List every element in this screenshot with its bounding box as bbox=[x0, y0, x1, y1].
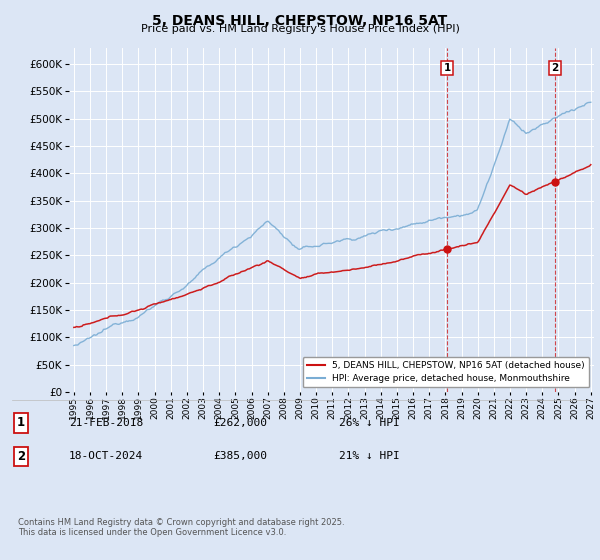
Text: £385,000: £385,000 bbox=[213, 451, 267, 461]
Text: Contains HM Land Registry data © Crown copyright and database right 2025.
This d: Contains HM Land Registry data © Crown c… bbox=[18, 518, 344, 538]
Text: 21-FEB-2018: 21-FEB-2018 bbox=[69, 418, 143, 428]
Text: 1: 1 bbox=[443, 63, 451, 73]
Text: Price paid vs. HM Land Registry's House Price Index (HPI): Price paid vs. HM Land Registry's House … bbox=[140, 24, 460, 34]
Text: 21% ↓ HPI: 21% ↓ HPI bbox=[339, 451, 400, 461]
Text: 26% ↓ HPI: 26% ↓ HPI bbox=[339, 418, 400, 428]
Text: 2: 2 bbox=[551, 63, 559, 73]
Text: £262,000: £262,000 bbox=[213, 418, 267, 428]
Text: 1: 1 bbox=[17, 416, 25, 430]
Legend: 5, DEANS HILL, CHEPSTOW, NP16 5AT (detached house), HPI: Average price, detached: 5, DEANS HILL, CHEPSTOW, NP16 5AT (detac… bbox=[302, 357, 589, 388]
Text: 2: 2 bbox=[17, 450, 25, 463]
Text: 5, DEANS HILL, CHEPSTOW, NP16 5AT: 5, DEANS HILL, CHEPSTOW, NP16 5AT bbox=[152, 14, 448, 28]
Text: 18-OCT-2024: 18-OCT-2024 bbox=[69, 451, 143, 461]
